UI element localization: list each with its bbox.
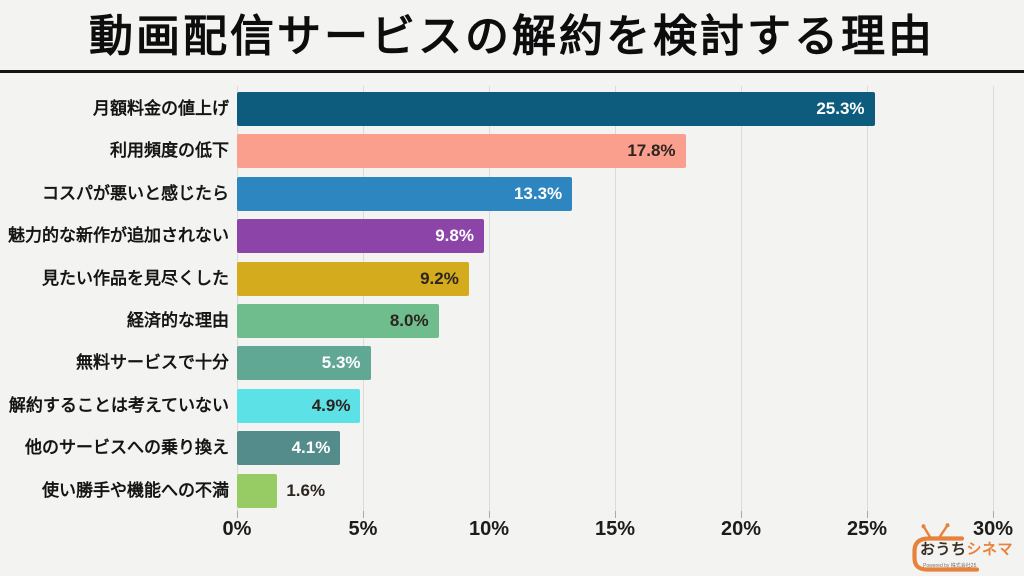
brand-text: おうちシネマ xyxy=(920,540,1013,560)
gridline-0% xyxy=(236,86,238,511)
gridline-25% xyxy=(866,86,868,511)
bar: 1.6% xyxy=(237,474,325,508)
x-tick-label: 5% xyxy=(348,518,378,540)
bar: 25.3% xyxy=(237,92,875,126)
bar: 9.2% xyxy=(237,262,469,296)
bar: 4.9% xyxy=(237,389,361,423)
gridline-15% xyxy=(614,86,616,511)
value-label: 4.9% xyxy=(311,396,351,415)
value-label: 13.3% xyxy=(513,184,563,203)
value-label: 8.0% xyxy=(389,311,429,330)
bar: 8.0% xyxy=(237,304,439,338)
value-label: 17.8% xyxy=(627,141,676,160)
value-label: 9.8% xyxy=(435,226,474,245)
category-label: 月額料金の値上げ xyxy=(93,99,229,118)
gridline-20% xyxy=(740,86,742,511)
bar: 17.8% xyxy=(237,134,686,168)
gridline-10% xyxy=(488,86,490,511)
value-label: 25.3% xyxy=(816,99,865,118)
category-label: 見たい作品を見尽くした xyxy=(42,269,229,288)
x-tickmark-30% xyxy=(992,511,994,518)
value-label: 1.6% xyxy=(286,481,326,500)
x-tickmark-15% xyxy=(614,511,616,518)
category-label: 解約することは考えていない xyxy=(8,396,229,415)
x-tick-label: 15% xyxy=(594,518,636,540)
brand-text-secondary: シネマ xyxy=(966,541,1014,558)
value-label: 9.2% xyxy=(420,269,459,288)
brand-logo: おうちシネマ Powered by 株式会社25 xyxy=(899,522,1019,574)
category-label: 魅力的な新作が追加されない xyxy=(8,226,229,245)
gridline-5% xyxy=(362,86,364,511)
x-tickmark-10% xyxy=(488,511,490,518)
title-underline xyxy=(0,70,1024,73)
x-tickmark-20% xyxy=(740,511,742,518)
category-label: 無料サービスで十分 xyxy=(76,353,229,372)
brand-text-primary: おうち xyxy=(920,541,967,558)
bar: 4.1% xyxy=(237,431,341,465)
x-tick-label: 0% xyxy=(222,518,252,540)
category-label: 他のサービスへの乗り換え xyxy=(25,438,229,457)
category-label: コスパが悪いと感じたら xyxy=(42,184,229,203)
category-label: 使い勝手や機能への不満 xyxy=(42,481,229,500)
gridline-30% xyxy=(992,86,994,511)
value-label: 5.3% xyxy=(321,353,361,372)
x-tick-label: 30% xyxy=(972,518,1014,540)
bar: 5.3% xyxy=(237,346,371,380)
value-label: 4.1% xyxy=(291,438,331,457)
powered-by-text: Powered by 株式会社25 xyxy=(923,563,977,569)
category-label: 経済的な理由 xyxy=(127,311,229,330)
category-label: 利用頻度の低下 xyxy=(110,141,229,160)
x-tick-label: 25% xyxy=(846,518,888,540)
x-tickmark-5% xyxy=(362,511,364,518)
page-title: 動画配信サービスの解約を検討する理由 xyxy=(89,12,935,61)
x-tick-label: 10% xyxy=(468,518,510,540)
tv-icon xyxy=(912,523,980,572)
x-tick-label: 20% xyxy=(720,518,762,540)
bar: 13.3% xyxy=(237,177,573,211)
x-tickmark-0% xyxy=(236,511,238,518)
x-tickmark-25% xyxy=(866,511,868,518)
bar: 9.8% xyxy=(237,219,484,253)
